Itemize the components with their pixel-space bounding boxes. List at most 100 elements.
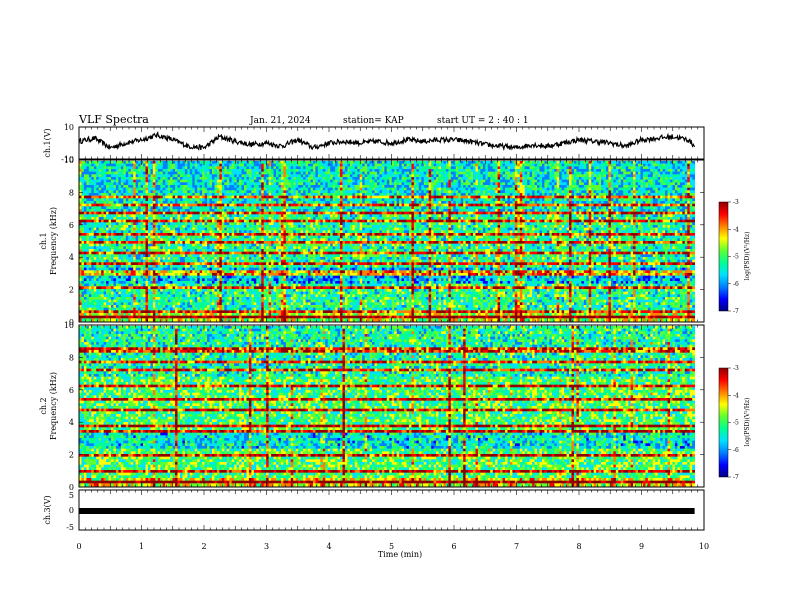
spectrogram-cell bbox=[209, 169, 213, 173]
spectrogram-cell bbox=[357, 174, 361, 178]
spectrogram-cell bbox=[197, 182, 201, 186]
spectrogram-cell bbox=[138, 209, 141, 213]
spectrogram-cell bbox=[204, 161, 208, 165]
spectrogram-cell bbox=[241, 203, 245, 207]
spectrogram-cell bbox=[541, 185, 545, 189]
spectrogram-cell bbox=[630, 201, 634, 205]
spectrogram-cell bbox=[229, 187, 233, 191]
spectrogram-cell bbox=[285, 179, 289, 183]
spectrogram-cell bbox=[177, 179, 181, 183]
spectrogram-cell bbox=[263, 187, 267, 191]
spectrogram-cell bbox=[556, 161, 560, 165]
spectrogram-cell bbox=[335, 182, 338, 186]
spectrogram-cell bbox=[502, 209, 506, 213]
spectrogram-cell bbox=[308, 206, 311, 210]
spectrogram-cell bbox=[657, 182, 661, 186]
spectrogram-cell bbox=[443, 169, 447, 173]
spectrogram-cell bbox=[327, 193, 331, 197]
spectrogram-cell bbox=[386, 193, 390, 197]
spectrogram-cell bbox=[187, 203, 191, 207]
spectrogram-cell bbox=[229, 179, 233, 183]
spectrogram-cell bbox=[480, 185, 484, 189]
spectrogram-cell bbox=[123, 195, 127, 199]
spectrogram-cell bbox=[460, 166, 464, 170]
spectrogram-cell bbox=[546, 161, 550, 165]
spectrogram-cell bbox=[177, 161, 181, 165]
spectrogram-cell bbox=[367, 195, 370, 199]
spectrogram-cell bbox=[640, 190, 644, 194]
spectrogram-cell bbox=[280, 209, 284, 213]
spectrogram-cell bbox=[133, 201, 137, 205]
spectrogram-cell bbox=[660, 190, 664, 194]
spectrogram-cell bbox=[458, 166, 462, 170]
spectrogram-cell bbox=[224, 174, 228, 178]
spectrogram-cell bbox=[527, 185, 531, 189]
spectrogram-cell bbox=[436, 209, 439, 213]
spectrogram-cell bbox=[537, 185, 540, 189]
spectrogram-cell bbox=[497, 161, 501, 165]
spectrogram-cell bbox=[234, 185, 237, 189]
spectrogram-cell bbox=[337, 177, 341, 181]
spectrogram-cell bbox=[229, 209, 233, 213]
spectrogram-cell bbox=[106, 179, 109, 183]
spectrogram-cell bbox=[197, 169, 201, 173]
spectrogram-cell bbox=[679, 182, 683, 186]
spectrogram-cell bbox=[266, 201, 270, 205]
spectrogram-cell bbox=[332, 203, 336, 207]
spectrogram-cell bbox=[490, 169, 494, 173]
spectrogram-cell bbox=[645, 171, 649, 175]
spectrogram-cell bbox=[524, 187, 528, 191]
spectrogram-cell bbox=[674, 203, 678, 207]
spectrogram-cell bbox=[448, 209, 452, 213]
spectrogram-cell bbox=[549, 195, 553, 199]
spectrogram-cell bbox=[640, 177, 644, 181]
spectrogram-cell bbox=[665, 193, 668, 197]
spectrogram-cell bbox=[470, 182, 474, 186]
spectrogram-cell bbox=[613, 198, 617, 202]
spectrogram-cell bbox=[140, 177, 144, 181]
spectrogram-cell bbox=[571, 177, 575, 181]
spectrogram-cell bbox=[241, 182, 245, 186]
spectrogram-cell bbox=[667, 209, 671, 213]
spectrogram-cell bbox=[642, 185, 646, 189]
spectrogram-cell bbox=[211, 209, 215, 213]
spectrogram-cell bbox=[278, 190, 282, 194]
spectrogram-cell bbox=[645, 177, 649, 181]
spectrogram-cell bbox=[514, 166, 518, 170]
spectrogram-cell bbox=[674, 169, 678, 173]
spectrogram-cell bbox=[645, 195, 649, 199]
spectrogram-cell bbox=[273, 187, 277, 191]
spectrogram-cell bbox=[234, 163, 237, 167]
spectrogram-cell bbox=[86, 211, 90, 215]
spectrogram-cell bbox=[290, 185, 294, 189]
spectrogram-cell bbox=[514, 187, 518, 191]
spectrogram-cell bbox=[271, 182, 274, 186]
spectrogram-cell bbox=[682, 161, 686, 165]
spectrogram-cell bbox=[310, 201, 314, 205]
spectrogram-cell bbox=[344, 163, 348, 167]
spectrogram-cell bbox=[359, 206, 363, 210]
spectrogram-cell bbox=[492, 161, 496, 165]
spectrogram-cell bbox=[522, 182, 526, 186]
spectrogram-cell bbox=[367, 182, 370, 186]
spectrogram-cell bbox=[450, 179, 454, 183]
spectrogram-cell bbox=[182, 171, 186, 175]
spectrogram-cell bbox=[438, 174, 442, 178]
spectrogram-cell bbox=[111, 206, 114, 210]
spectrogram-cell bbox=[93, 206, 97, 210]
spectrogram-cell bbox=[224, 190, 228, 194]
spectrogram-cell bbox=[288, 174, 292, 178]
spectrogram-cell bbox=[118, 190, 122, 194]
spectrogram-cell bbox=[364, 182, 368, 186]
spectrogram-cell bbox=[362, 177, 366, 181]
spectrogram-cell bbox=[330, 182, 334, 186]
spectrogram-cell bbox=[335, 190, 338, 194]
spectrogram-cell bbox=[500, 166, 503, 170]
spectrogram-cell bbox=[559, 198, 563, 202]
spectrogram-cell bbox=[239, 182, 242, 186]
spectrogram-cell bbox=[253, 187, 257, 191]
spectrogram-cell bbox=[344, 190, 348, 194]
spectrogram-cell bbox=[630, 185, 634, 189]
spectrogram-cell bbox=[630, 190, 634, 194]
spectrogram-cell bbox=[605, 206, 609, 210]
